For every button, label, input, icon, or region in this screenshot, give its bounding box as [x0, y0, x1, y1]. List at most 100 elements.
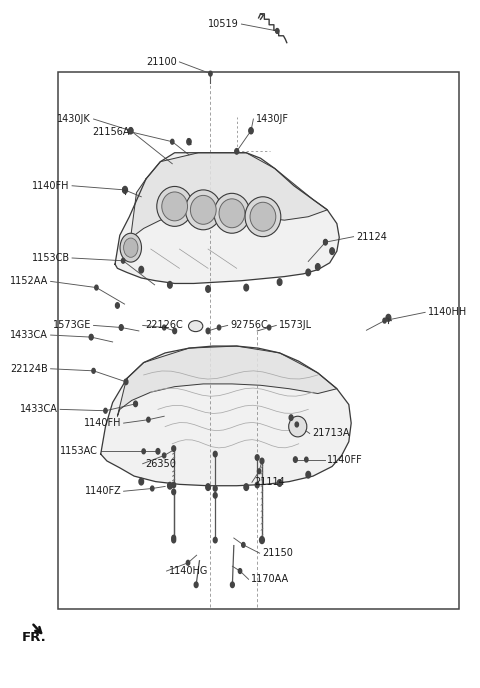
Text: 21713A: 21713A [312, 429, 349, 438]
Circle shape [133, 401, 137, 407]
Circle shape [206, 484, 210, 491]
Circle shape [168, 281, 172, 288]
Circle shape [120, 325, 123, 330]
Ellipse shape [245, 197, 281, 237]
Circle shape [277, 279, 282, 286]
Circle shape [257, 469, 261, 473]
Circle shape [163, 325, 166, 330]
Text: 1153CB: 1153CB [32, 253, 70, 263]
Text: 1573JL: 1573JL [279, 321, 312, 330]
Circle shape [249, 128, 253, 133]
Circle shape [306, 269, 311, 276]
Circle shape [172, 537, 176, 543]
Text: 1433CA: 1433CA [20, 405, 58, 414]
Text: 1430JK: 1430JK [58, 114, 91, 124]
Circle shape [244, 484, 249, 491]
Ellipse shape [214, 193, 250, 233]
Circle shape [260, 537, 264, 544]
Circle shape [170, 140, 174, 144]
Text: 1170AA: 1170AA [251, 574, 289, 584]
Circle shape [324, 240, 327, 245]
Text: 1140FH: 1140FH [32, 181, 70, 191]
Circle shape [168, 482, 172, 489]
Circle shape [239, 568, 242, 574]
Circle shape [255, 482, 259, 488]
Polygon shape [129, 153, 327, 248]
Circle shape [142, 449, 145, 454]
Circle shape [172, 535, 176, 541]
Circle shape [267, 325, 271, 330]
Text: 1140FF: 1140FF [327, 455, 363, 464]
Circle shape [139, 266, 144, 273]
Text: 22126C: 22126C [145, 321, 183, 330]
Circle shape [213, 493, 217, 498]
Ellipse shape [162, 192, 188, 221]
Circle shape [95, 286, 98, 290]
Circle shape [276, 29, 279, 34]
Circle shape [156, 449, 160, 454]
Circle shape [206, 328, 210, 334]
Circle shape [324, 239, 327, 245]
Ellipse shape [288, 416, 307, 437]
Circle shape [89, 335, 93, 340]
Circle shape [151, 486, 154, 491]
Polygon shape [118, 346, 337, 416]
Text: 21100: 21100 [146, 57, 177, 67]
Text: 1573GE: 1573GE [53, 321, 91, 330]
Text: 1140HG: 1140HG [169, 566, 208, 576]
Ellipse shape [189, 321, 203, 332]
Bar [58, 72, 458, 609]
Circle shape [213, 537, 217, 543]
Text: 10519: 10519 [208, 19, 239, 29]
Circle shape [129, 128, 133, 133]
Polygon shape [101, 346, 351, 486]
Polygon shape [115, 153, 339, 283]
Circle shape [187, 139, 191, 145]
Circle shape [116, 303, 120, 308]
Text: FR.: FR. [22, 632, 47, 644]
Circle shape [315, 264, 320, 270]
Circle shape [121, 259, 125, 264]
Text: 1430JF: 1430JF [256, 114, 289, 124]
Circle shape [129, 128, 132, 133]
Circle shape [104, 409, 107, 413]
Circle shape [173, 328, 177, 334]
Circle shape [249, 128, 252, 133]
Text: 21150: 21150 [262, 548, 293, 558]
Text: 21114: 21114 [254, 477, 285, 487]
Circle shape [330, 248, 335, 255]
Circle shape [89, 334, 93, 340]
Ellipse shape [250, 202, 276, 231]
Circle shape [123, 186, 127, 193]
Circle shape [293, 457, 297, 462]
Circle shape [147, 417, 150, 422]
Circle shape [172, 446, 176, 451]
Text: 92756C: 92756C [230, 321, 268, 330]
Text: 1140FZ: 1140FZ [84, 486, 121, 496]
Circle shape [277, 480, 282, 486]
Text: 22124B: 22124B [11, 364, 48, 374]
Circle shape [194, 582, 198, 588]
Text: 1153AC: 1153AC [60, 447, 98, 456]
Text: 1152AA: 1152AA [10, 277, 48, 286]
Circle shape [172, 482, 176, 488]
Text: 1433CA: 1433CA [11, 330, 48, 340]
Circle shape [386, 314, 391, 321]
Circle shape [213, 451, 217, 457]
Circle shape [120, 325, 123, 330]
Circle shape [295, 422, 299, 427]
Circle shape [217, 325, 221, 330]
Circle shape [139, 478, 144, 485]
Circle shape [123, 188, 126, 193]
Ellipse shape [219, 199, 245, 228]
Circle shape [92, 369, 95, 374]
Circle shape [186, 560, 190, 566]
Ellipse shape [124, 238, 138, 257]
Ellipse shape [191, 195, 216, 224]
Circle shape [306, 471, 311, 478]
Circle shape [172, 489, 176, 495]
Ellipse shape [185, 190, 221, 230]
Circle shape [213, 486, 217, 491]
Circle shape [235, 149, 239, 154]
Circle shape [260, 458, 264, 464]
